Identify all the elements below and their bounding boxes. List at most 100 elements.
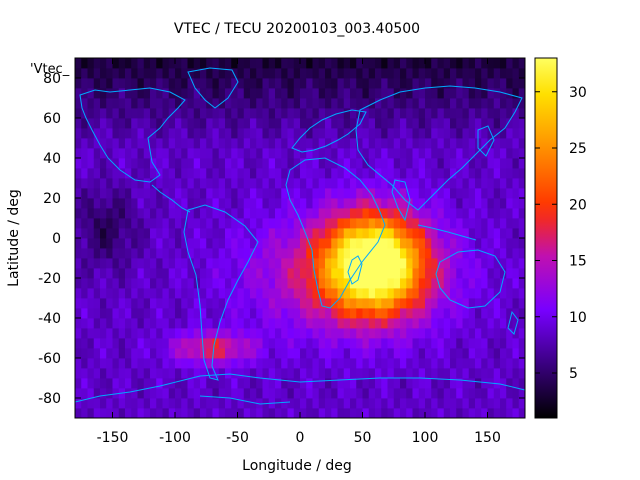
heatmap-cell — [406, 188, 413, 199]
heatmap-cell — [106, 258, 113, 269]
heatmap-cell — [481, 338, 488, 349]
heatmap-cell — [225, 218, 232, 229]
heatmap-cell — [387, 78, 395, 89]
heatmap-cell — [81, 338, 88, 349]
heatmap-cell — [412, 138, 420, 149]
heatmap-cell — [281, 68, 288, 79]
heatmap-cell — [81, 238, 88, 249]
heatmap-cell — [400, 108, 407, 119]
heatmap-cell — [131, 358, 138, 369]
heatmap-cell — [362, 58, 370, 69]
heatmap-cell — [168, 338, 176, 349]
heatmap-cell — [362, 318, 370, 329]
heatmap-cell — [406, 178, 413, 189]
heatmap-cell — [518, 368, 525, 379]
heatmap-cell — [168, 248, 176, 259]
heatmap-cell — [300, 78, 307, 89]
heatmap-cell — [206, 188, 213, 199]
heatmap-cell — [362, 338, 370, 349]
heatmap-cell — [393, 408, 401, 418]
heatmap-cell — [256, 98, 263, 109]
heatmap-cell — [487, 288, 495, 299]
heatmap-cell — [493, 208, 501, 219]
heatmap-cell — [100, 248, 107, 259]
heatmap-cell — [331, 348, 338, 359]
heatmap-cell — [337, 168, 345, 179]
heatmap-cell — [337, 358, 345, 369]
heatmap-cell — [181, 248, 188, 259]
heatmap-cell — [350, 198, 357, 209]
heatmap-cell — [118, 198, 126, 209]
heatmap-cell — [118, 258, 126, 269]
heatmap-cell — [87, 398, 95, 409]
heatmap-cell — [243, 408, 251, 418]
heatmap-cell — [500, 148, 507, 159]
heatmap-cell — [512, 358, 520, 369]
heatmap-cell — [406, 218, 413, 229]
heatmap-cell — [281, 408, 288, 418]
heatmap-cell — [162, 128, 170, 139]
heatmap-cell — [493, 68, 501, 79]
heatmap-cell — [506, 278, 513, 289]
heatmap-cell — [481, 58, 488, 69]
heatmap-cell — [518, 198, 525, 209]
heatmap-cell — [237, 58, 245, 69]
heatmap-cell — [393, 298, 401, 309]
heatmap-cell — [187, 228, 195, 239]
heatmap-cell — [81, 208, 88, 219]
heatmap-cell — [131, 158, 138, 169]
heatmap-cell — [493, 238, 501, 249]
heatmap-cell — [131, 248, 138, 259]
heatmap-cell — [375, 218, 382, 229]
heatmap-cell — [431, 388, 438, 399]
heatmap-cell — [331, 408, 338, 418]
heatmap-cell — [112, 258, 120, 269]
heatmap-cell — [131, 218, 138, 229]
heatmap-cell — [325, 378, 332, 389]
heatmap-cell — [168, 58, 176, 69]
heatmap-cell — [125, 328, 132, 339]
heatmap-cell — [518, 108, 525, 119]
heatmap-cell — [156, 218, 163, 229]
heatmap-cell — [300, 228, 307, 239]
heatmap-cell — [243, 348, 251, 359]
heatmap-cell — [300, 278, 307, 289]
heatmap-cell — [112, 278, 120, 289]
heatmap-cell — [381, 108, 388, 119]
heatmap-cell — [393, 228, 401, 239]
heatmap-cell — [368, 98, 376, 109]
heatmap-cell — [281, 188, 288, 199]
heatmap-cell — [475, 258, 482, 269]
heatmap-cell — [100, 228, 107, 239]
heatmap-cell — [400, 208, 407, 219]
heatmap-cell — [193, 88, 201, 99]
heatmap-cell — [231, 98, 238, 109]
heatmap-cell — [500, 128, 507, 139]
heatmap-cell — [387, 258, 395, 269]
heatmap-cell — [262, 68, 270, 79]
heatmap-cell — [81, 98, 88, 109]
heatmap-cell — [493, 298, 501, 309]
heatmap-cell — [375, 318, 382, 329]
heatmap-cell — [343, 118, 351, 129]
heatmap-cell — [425, 178, 432, 189]
heatmap-cell — [450, 298, 457, 309]
heatmap-cell — [368, 158, 376, 169]
heatmap-cell — [462, 158, 470, 169]
heatmap-cell — [343, 68, 351, 79]
heatmap-cell — [237, 298, 245, 309]
heatmap-cell — [300, 398, 307, 409]
heatmap-cell — [406, 98, 413, 109]
heatmap-cell — [487, 278, 495, 289]
heatmap-cell — [275, 268, 282, 279]
heatmap-cell — [406, 158, 413, 169]
heatmap-cell — [100, 178, 107, 189]
heatmap-cell — [368, 398, 376, 409]
heatmap-cell — [206, 168, 213, 179]
heatmap-cell — [93, 348, 101, 359]
heatmap-cell — [331, 218, 338, 229]
heatmap-cell — [281, 248, 288, 259]
heatmap-cell — [187, 338, 195, 349]
heatmap-cell — [187, 318, 195, 329]
heatmap-cell — [75, 308, 82, 319]
